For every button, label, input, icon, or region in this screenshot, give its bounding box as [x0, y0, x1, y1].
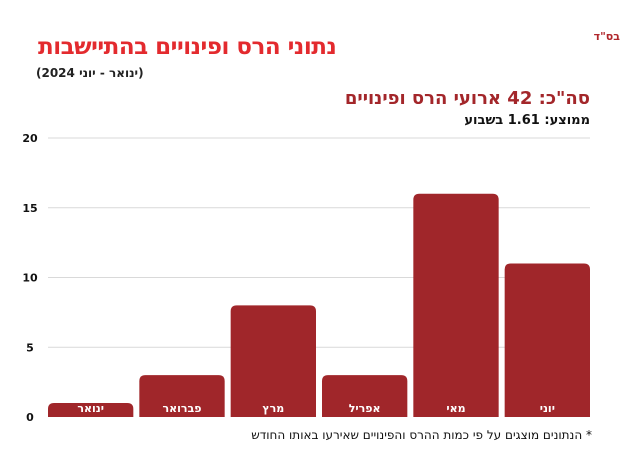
bar-2	[230, 305, 316, 417]
bar-4	[413, 193, 499, 417]
x-category-label: מרץ	[262, 402, 284, 415]
y-tick-label: 15	[22, 202, 37, 215]
x-category-label: מאי	[446, 402, 465, 415]
bar-5	[504, 263, 590, 417]
y-tick-label: 5	[26, 341, 34, 354]
x-category-label: יוני	[540, 402, 555, 415]
bar-0	[48, 403, 134, 417]
x-category-label: פברואר	[163, 402, 202, 415]
y-tick-label: 0	[26, 411, 34, 424]
x-category-label: אפריל	[349, 402, 381, 415]
chart-subtitle: (ינואר - יוני 2024)	[36, 66, 144, 80]
bar-3	[322, 375, 408, 417]
blessing-text: בס"ד	[593, 30, 620, 43]
y-tick-label: 20	[22, 132, 38, 145]
x-category-label: ינואר	[77, 402, 104, 415]
total-summary: סה"כ: 42 ארועי הרס ופינויים	[344, 88, 590, 109]
chart-title: נתוני הרס ופינויים בהתיישבות	[38, 34, 337, 60]
y-tick-label: 10	[22, 272, 38, 285]
footnote: * הנתונים מוצגים על פי כמות ההרס והפינוי…	[251, 428, 592, 442]
bar-1	[139, 375, 225, 417]
average-summary: ממוצע: 1.61 בשבוע	[464, 113, 590, 128]
